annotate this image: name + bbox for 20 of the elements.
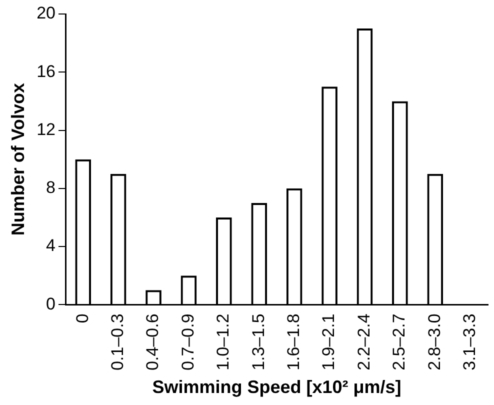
x-tick-label: 1.9–2.1: [319, 314, 338, 370]
x-tick-label: 3.1–3.3: [460, 314, 480, 370]
x-tick-label: 0.1–0.3: [108, 314, 127, 370]
y-tick-label: 12: [36, 120, 56, 139]
y-tick-label: 8: [46, 178, 56, 198]
x-tick-label: 2.5–2.7: [390, 314, 409, 370]
x-tick-label: 1.3–1.5: [248, 314, 268, 370]
x-tick-label: 0.4–0.6: [143, 314, 162, 370]
x-tick-label: 2.2–2.4: [354, 314, 374, 370]
x-axis-title: Swimming Speed [x10² μm/s]: [152, 377, 402, 398]
y-tick-label: 20: [36, 4, 56, 23]
y-tick-label: 0: [46, 294, 56, 314]
y-tick-label: 16: [36, 62, 56, 81]
x-tick-label: 2.8–3.0: [424, 314, 444, 370]
x-tick-label: 1.6–1.8: [284, 314, 304, 370]
y-tick-label: 4: [46, 236, 56, 256]
x-tick-label: 0.7–0.9: [178, 314, 198, 370]
x-tick-label: 1.0–1.2: [214, 314, 233, 370]
x-tick-label: 0: [72, 314, 92, 324]
y-axis-title: Number of Volvox: [8, 82, 28, 236]
